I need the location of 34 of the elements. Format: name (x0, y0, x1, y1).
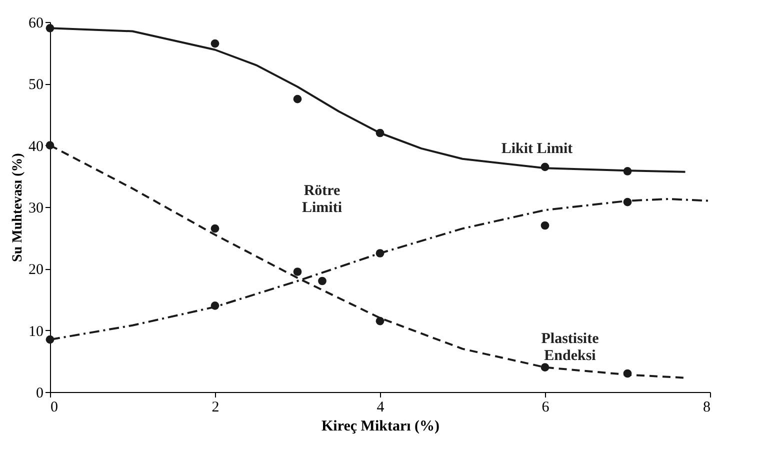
x-tick-label: 8 (703, 400, 710, 416)
annotation: Rötre Limiti (302, 183, 342, 216)
y-tick-label: 60 (28, 16, 44, 32)
point (318, 276, 326, 286)
x-tick-label: 6 (542, 400, 550, 416)
point (376, 128, 384, 138)
annotation: Plastisite Endeksi (541, 331, 600, 364)
x-tick-label: 2 (212, 400, 220, 416)
y-axis-title: Su Muhtevası (%) (10, 152, 26, 262)
x-tick-label: 4 (376, 400, 385, 416)
point (210, 224, 220, 233)
y-tick-label: 10 (28, 324, 44, 340)
y-tick-label: 30 (28, 200, 44, 216)
point (376, 249, 384, 258)
point (293, 94, 302, 104)
point (623, 167, 632, 176)
point (540, 363, 550, 372)
point (293, 268, 302, 276)
x-tick-label: 0 (50, 400, 58, 416)
point (540, 221, 550, 230)
point (623, 369, 632, 378)
annotation: Likit Limit (501, 141, 573, 157)
point (623, 198, 632, 206)
point (46, 141, 54, 150)
y-tick-label: 0 (36, 386, 44, 402)
x-axis-title: Kireç Miktarı (%) (321, 418, 440, 434)
y-tick-label: 20 (28, 262, 44, 278)
point (540, 162, 550, 172)
point (376, 316, 384, 326)
point (210, 39, 220, 48)
y-tick-label: 50 (28, 77, 44, 94)
point (46, 335, 54, 344)
point (210, 301, 220, 310)
y-tick-label: 40 (28, 138, 44, 155)
